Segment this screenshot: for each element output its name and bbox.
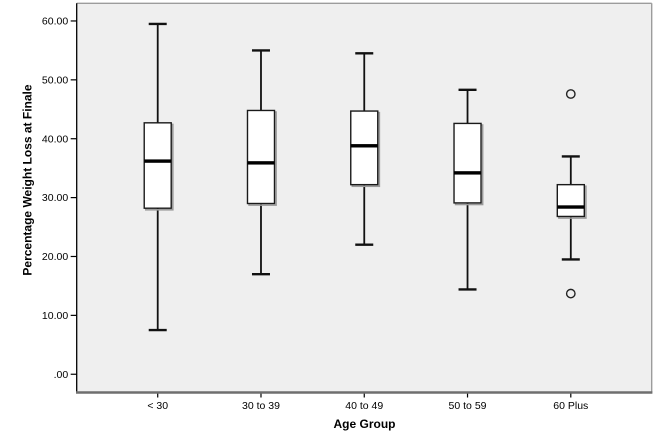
median-line	[350, 144, 378, 148]
x-tick-label: 40 to 49	[345, 400, 383, 412]
x-tick-label: 30 to 39	[242, 400, 280, 412]
box-rect	[556, 183, 585, 218]
y-tick-label: 10.00	[42, 310, 68, 322]
y-tick-label: 20.00	[42, 251, 68, 263]
x-tick-label: 60 Plus	[553, 400, 588, 412]
x-tick-label: 50 to 59	[449, 400, 487, 412]
x-axis-title: Age Group	[333, 417, 396, 431]
y-tick-label: 40.00	[42, 133, 68, 145]
y-tick-label: .00	[54, 369, 69, 381]
y-axis-title: Percentage Weight Loss at Finale	[20, 84, 35, 276]
box-rect	[143, 122, 172, 209]
y-tick-label: 50.00	[42, 74, 68, 86]
median-line	[247, 161, 275, 165]
y-tick-label: 60.00	[42, 16, 68, 28]
y-tick-label: 30.00	[42, 192, 68, 204]
x-tick-label: < 30	[147, 400, 168, 412]
box-rect	[453, 122, 482, 204]
outlier-circle	[565, 288, 576, 299]
median-line	[454, 171, 482, 175]
outlier-circle	[565, 89, 576, 99]
box-rect	[350, 110, 379, 186]
median-line	[557, 205, 585, 209]
median-line	[144, 159, 172, 163]
box-rect	[246, 109, 276, 205]
